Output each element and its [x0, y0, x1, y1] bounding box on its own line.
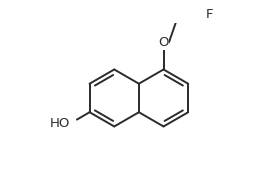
Text: HO: HO	[50, 117, 70, 130]
Text: F: F	[205, 8, 213, 21]
Text: O: O	[158, 36, 169, 49]
